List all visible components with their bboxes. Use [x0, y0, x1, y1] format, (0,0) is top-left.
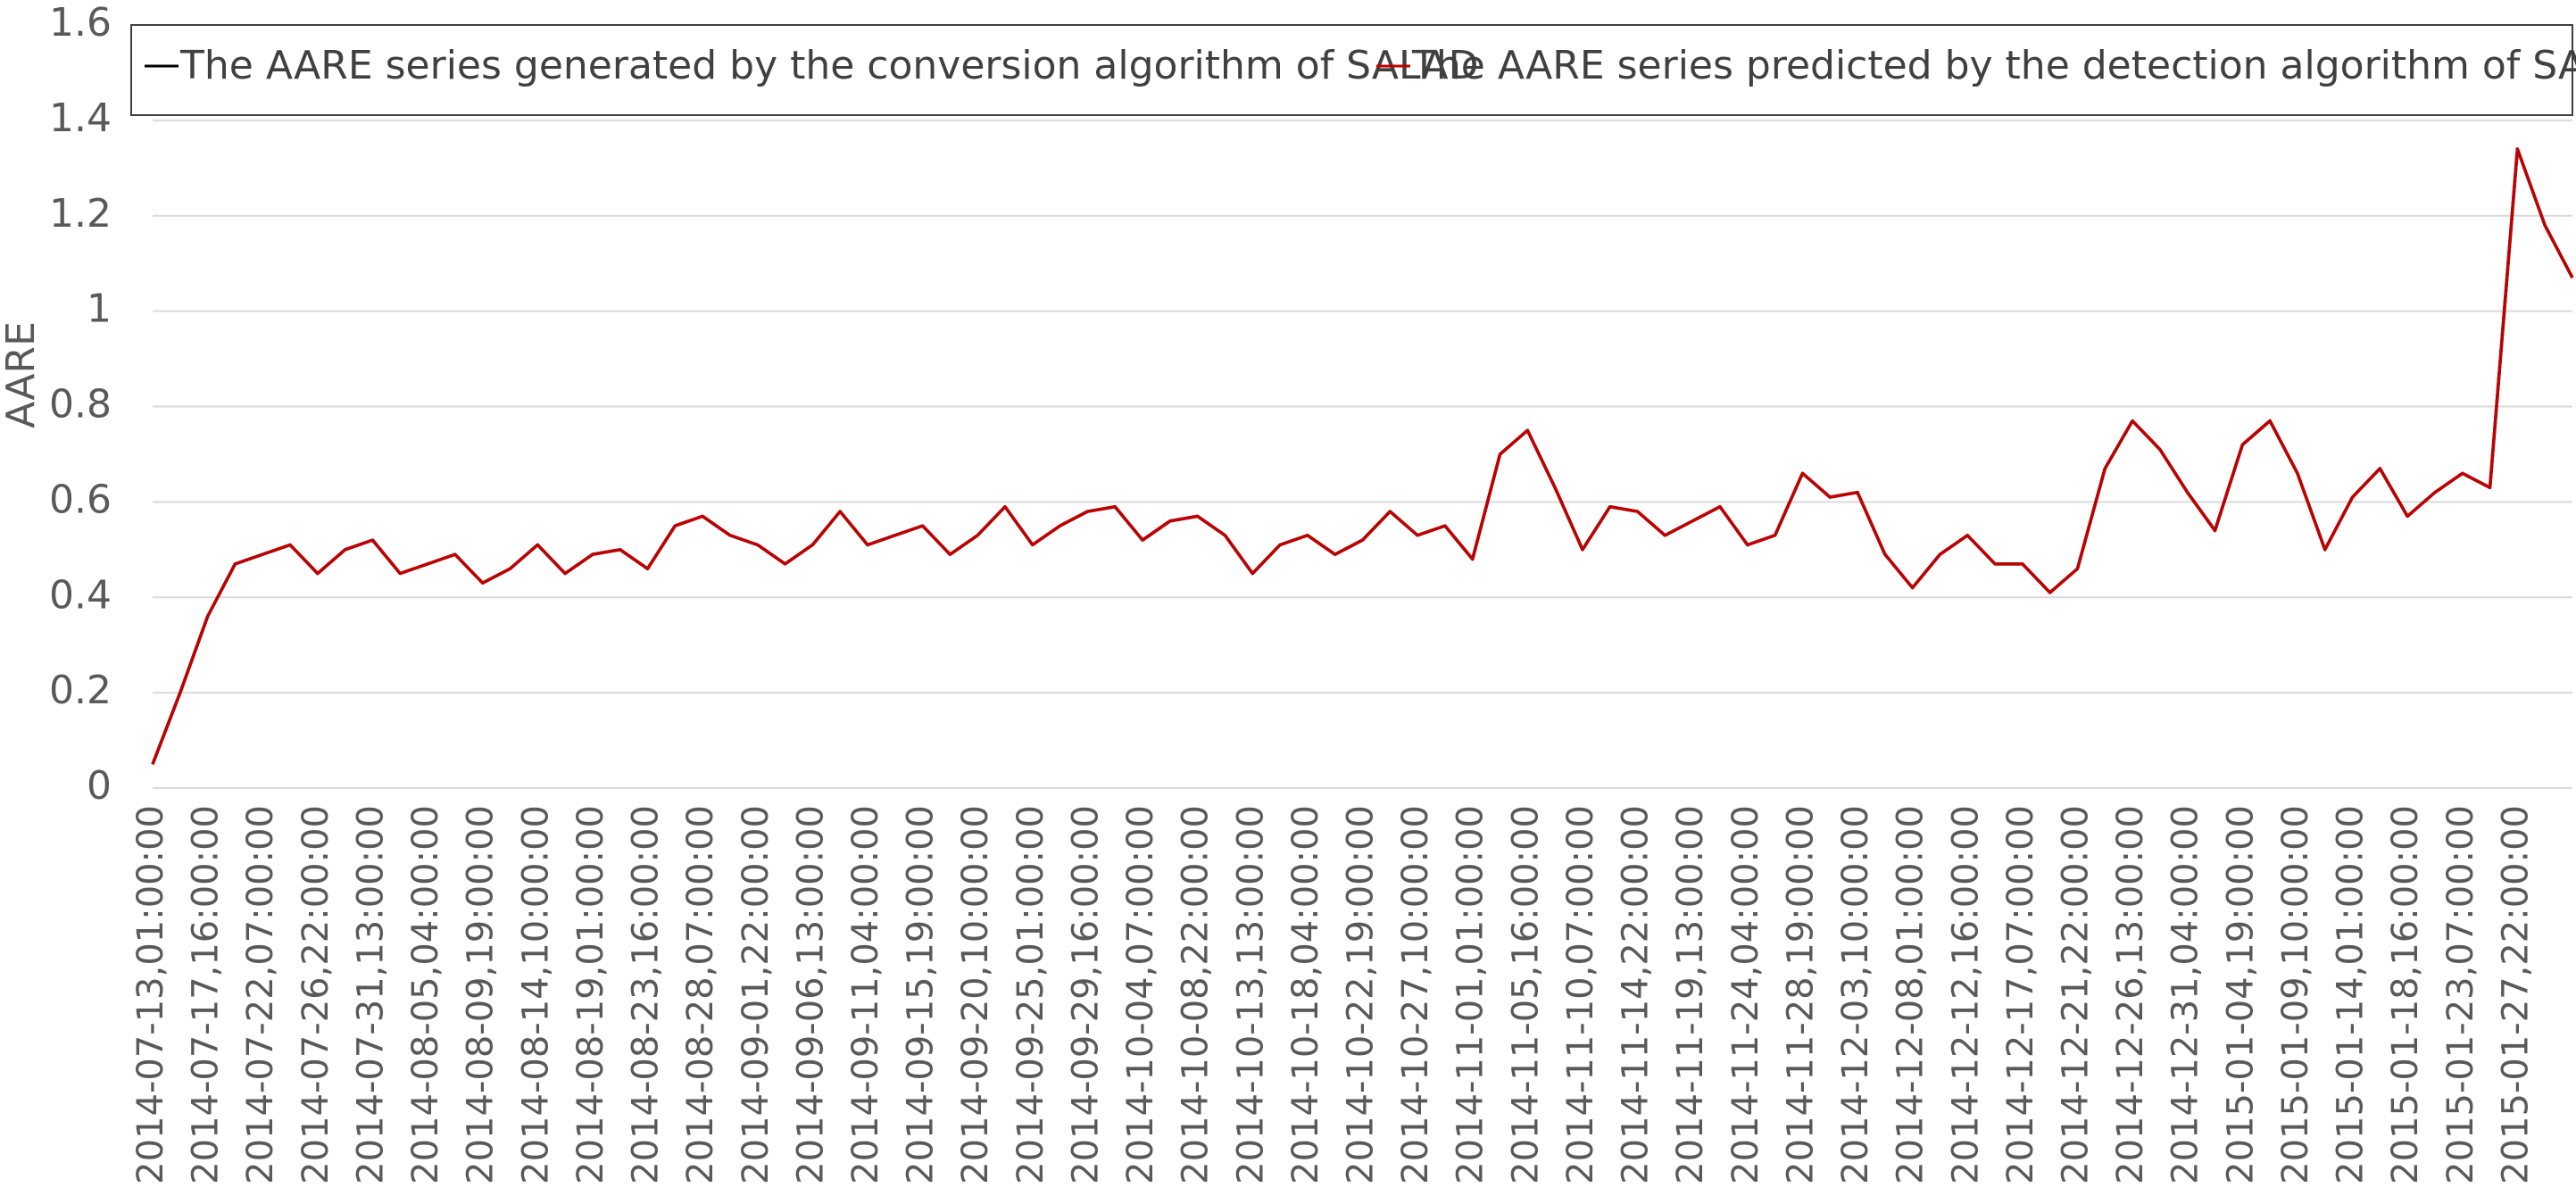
- x-tick-label: 2014-11-10,07:00:00: [1560, 805, 1601, 1184]
- y-tick-label: 1.4: [49, 96, 112, 141]
- y-tick-label: 0.6: [49, 477, 112, 522]
- y-axis-label: AARE: [0, 321, 44, 428]
- x-tick-label: 2015-01-09,10:00:00: [2275, 805, 2316, 1184]
- x-tick-label: 2014-11-01,01:00:00: [1450, 805, 1492, 1184]
- legend-box: [130, 24, 2573, 116]
- x-tick-label: 2014-12-31,04:00:00: [2165, 805, 2206, 1184]
- x-tick-label: 2014-11-28,19:00:00: [1780, 805, 1821, 1184]
- x-tick-label: 2015-01-04,19:00:00: [2220, 805, 2261, 1184]
- x-tick-label: 2014-08-14,10:00:00: [515, 805, 556, 1184]
- x-tick-label: 2014-08-19,01:00:00: [570, 805, 611, 1184]
- x-tick-label: 2014-08-09,19:00:00: [461, 805, 502, 1184]
- x-tick-label: 2015-01-23,07:00:00: [2440, 805, 2481, 1184]
- x-tick-label: 2014-07-13,01:00:00: [130, 805, 171, 1184]
- y-tick-label: 1.2: [49, 191, 112, 237]
- legend-label: The AARE series predicted by the detecti…: [1411, 43, 2576, 88]
- x-tick-label: 2014-08-23,16:00:00: [626, 805, 667, 1184]
- x-tick-label: 2014-12-12,16:00:00: [1945, 805, 1986, 1184]
- x-tick-label: 2014-09-25,01:00:00: [1010, 805, 1051, 1184]
- x-tick-label: 2014-10-08,22:00:00: [1176, 805, 1217, 1184]
- x-tick-label: 2015-01-14,01:00:00: [2331, 805, 2372, 1184]
- x-tick-label: 2014-12-17,07:00:00: [2000, 805, 2041, 1184]
- x-tick-label: 2014-12-26,13:00:00: [2110, 805, 2151, 1184]
- x-tick-label: 2014-12-08,01:00:00: [1890, 805, 1932, 1184]
- x-tick-label: 2015-01-27,22:00:00: [2495, 805, 2536, 1184]
- x-tick-label: 2014-10-27,10:00:00: [1395, 805, 1436, 1184]
- x-tick-label: 2014-07-17,16:00:00: [186, 805, 227, 1184]
- x-tick-label: 2014-08-28,07:00:00: [680, 805, 721, 1184]
- y-tick-label: 1: [87, 287, 112, 332]
- x-tick-label: 2014-09-29,16:00:00: [1065, 805, 1106, 1184]
- x-tick-label: 2014-09-11,04:00:00: [845, 805, 886, 1184]
- x-tick-label: 2014-10-13,13:00:00: [1230, 805, 1271, 1184]
- legend-label: The AARE series generated by the convers…: [179, 43, 1479, 88]
- x-tick-label: 2014-10-18,04:00:00: [1285, 805, 1326, 1184]
- series-line: [151, 147, 2574, 765]
- x-tick-label: 2014-10-04,07:00:00: [1120, 805, 1161, 1184]
- x-tick-label: 2014-09-01,22:00:00: [735, 805, 777, 1184]
- x-tick-label: 2014-07-26,22:00:00: [295, 805, 337, 1184]
- series-line: [151, 147, 2574, 765]
- x-tick-label: 2014-12-03,10:00:00: [1835, 805, 1876, 1184]
- x-tick-label: 2014-11-24,04:00:00: [1725, 805, 1766, 1184]
- x-tick-label: 2014-11-05,16:00:00: [1505, 805, 1546, 1184]
- x-tick-label: 2014-09-15,19:00:00: [901, 805, 942, 1184]
- y-tick-label: 0.8: [49, 382, 112, 428]
- y-tick-label: 0.2: [49, 668, 112, 713]
- x-tick-label: 2014-08-05,04:00:00: [405, 805, 446, 1184]
- x-tick-label: 2014-09-20,10:00:00: [955, 805, 996, 1184]
- x-tick-label: 2014-07-31,13:00:00: [350, 805, 391, 1184]
- x-tick-label: 2014-11-19,13:00:00: [1670, 805, 1711, 1184]
- x-tick-label: 2014-12-21,22:00:00: [2055, 805, 2096, 1184]
- y-tick-label: 0: [87, 763, 112, 809]
- y-tick-label: 1.6: [49, 0, 112, 46]
- x-tick-label: 2015-01-18,16:00:00: [2385, 805, 2426, 1184]
- x-tick-label: 2014-11-14,22:00:00: [1616, 805, 1657, 1184]
- x-tick-label: 2014-10-22,19:00:00: [1341, 805, 1382, 1184]
- x-tick-label: 2014-07-22,07:00:00: [240, 805, 281, 1184]
- x-tick-label: 2014-09-06,13:00:00: [790, 805, 831, 1184]
- y-tick-label: 0.4: [49, 572, 112, 618]
